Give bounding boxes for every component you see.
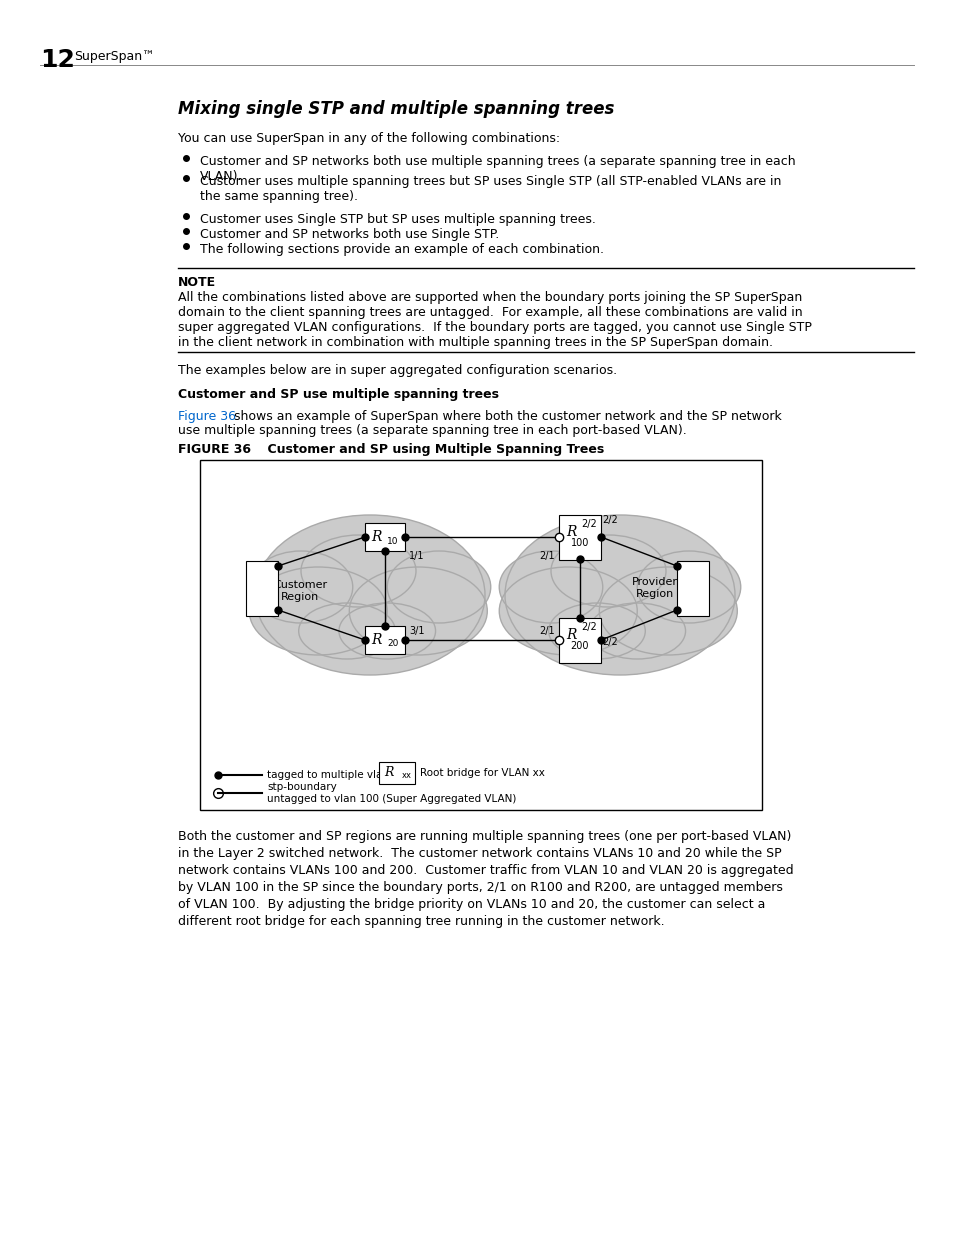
Text: 2/1: 2/1 — [538, 626, 554, 636]
Ellipse shape — [254, 515, 484, 676]
Text: Root bridge for VLAN xx: Root bridge for VLAN xx — [419, 768, 544, 778]
Ellipse shape — [301, 535, 416, 606]
Text: 2/2: 2/2 — [580, 519, 597, 529]
Ellipse shape — [637, 551, 740, 622]
Text: All the combinations listed above are supported when the boundary ports joining : All the combinations listed above are su… — [178, 291, 811, 350]
Ellipse shape — [498, 567, 637, 655]
Text: xx: xx — [401, 772, 412, 781]
Text: use multiple spanning trees (a separate spanning tree in each port-based VLAN).: use multiple spanning trees (a separate … — [178, 424, 686, 437]
Ellipse shape — [338, 603, 436, 659]
Ellipse shape — [387, 551, 490, 622]
Ellipse shape — [498, 551, 602, 622]
Bar — [365, 522, 405, 551]
Bar — [558, 618, 600, 662]
Text: Customer uses Single STP but SP uses multiple spanning trees.: Customer uses Single STP but SP uses mul… — [200, 212, 596, 226]
Text: 2/2: 2/2 — [580, 622, 597, 632]
Text: The examples below are in super aggregated configuration scenarios.: The examples below are in super aggregat… — [178, 364, 617, 377]
Text: 3/1: 3/1 — [409, 626, 424, 636]
Text: You can use SuperSpan in any of the following combinations:: You can use SuperSpan in any of the foll… — [178, 132, 559, 144]
Ellipse shape — [349, 567, 487, 655]
Ellipse shape — [249, 551, 353, 622]
Text: Customer and SP using Multiple Spanning Trees: Customer and SP using Multiple Spanning … — [250, 443, 603, 456]
Text: 100: 100 — [570, 538, 589, 548]
Text: R: R — [566, 525, 577, 538]
Text: 1/1: 1/1 — [409, 551, 424, 561]
Text: Customer and SP networks both use multiple spanning trees (a separate spanning t: Customer and SP networks both use multip… — [200, 156, 795, 183]
Text: 12: 12 — [40, 48, 74, 72]
Text: R: R — [566, 629, 577, 642]
Text: Customer and SP use multiple spanning trees: Customer and SP use multiple spanning tr… — [178, 388, 498, 401]
Text: 2/2: 2/2 — [601, 637, 618, 647]
Ellipse shape — [548, 603, 644, 659]
Bar — [558, 515, 600, 559]
Bar — [200, 459, 761, 810]
Text: 2/2: 2/2 — [601, 515, 618, 525]
Text: R: R — [384, 767, 394, 779]
Text: R: R — [371, 530, 381, 543]
Text: Mixing single STP and multiple spanning trees: Mixing single STP and multiple spanning … — [178, 100, 614, 119]
Text: NOTE: NOTE — [178, 275, 216, 289]
Ellipse shape — [551, 535, 665, 606]
Ellipse shape — [504, 515, 734, 676]
Text: Customer
Region: Customer Region — [273, 580, 327, 601]
Text: FIGURE 36: FIGURE 36 — [178, 443, 251, 456]
Text: 20: 20 — [387, 640, 398, 648]
Text: The following sections provide an example of each combination.: The following sections provide an exampl… — [200, 243, 603, 256]
Bar — [246, 561, 277, 615]
Text: SuperSpan™: SuperSpan™ — [74, 49, 154, 63]
Text: tagged to multiple vlan: tagged to multiple vlan — [267, 769, 389, 781]
Text: 200: 200 — [570, 641, 589, 651]
Text: Both the customer and SP regions are running multiple spanning trees (one per po: Both the customer and SP regions are run… — [178, 830, 793, 927]
Bar — [677, 561, 708, 615]
Ellipse shape — [298, 603, 395, 659]
Text: Customer uses multiple spanning trees but SP uses Single STP (all STP-enabled VL: Customer uses multiple spanning trees bu… — [200, 175, 781, 203]
Ellipse shape — [249, 567, 387, 655]
Bar — [378, 762, 415, 784]
Ellipse shape — [598, 567, 737, 655]
Bar — [365, 626, 405, 655]
Text: stp-boundary: stp-boundary — [267, 782, 336, 792]
Text: Customer and SP networks both use Single STP.: Customer and SP networks both use Single… — [200, 228, 498, 241]
Text: Provider
Region: Provider Region — [631, 577, 678, 599]
Text: 10: 10 — [387, 536, 398, 546]
Text: Figure 36: Figure 36 — [178, 410, 235, 424]
Text: R: R — [371, 634, 381, 647]
Ellipse shape — [588, 603, 685, 659]
Text: untagged to vlan 100 (Super Aggregated VLAN): untagged to vlan 100 (Super Aggregated V… — [267, 794, 516, 804]
Text: shows an example of SuperSpan where both the customer network and the SP network: shows an example of SuperSpan where both… — [230, 410, 781, 424]
Text: 2/1: 2/1 — [538, 551, 554, 561]
